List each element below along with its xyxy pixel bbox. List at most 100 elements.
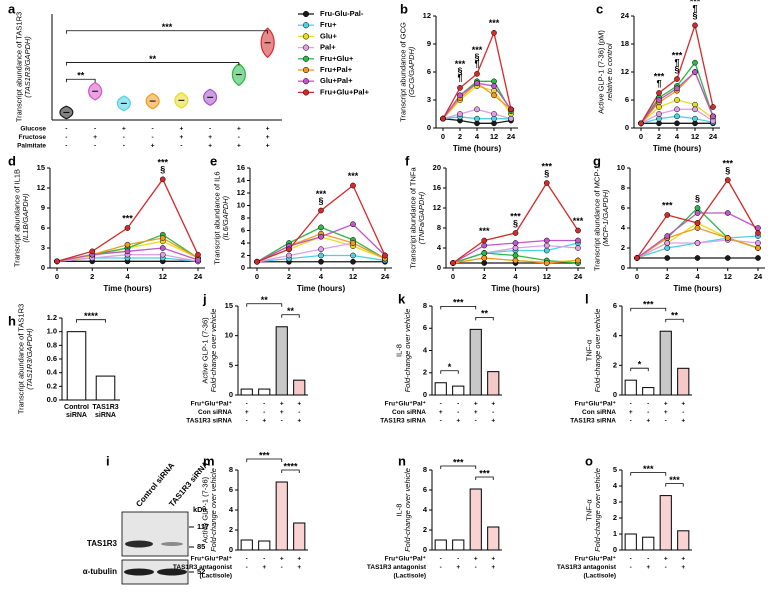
y-axis-label: Transcript abundance of MCP-1 [592, 165, 601, 271]
panel-label: a [8, 1, 16, 16]
condition-label: TAS1R3 antagonist [367, 564, 427, 571]
annotation: § [318, 196, 323, 206]
data-point [512, 230, 519, 236]
bar [275, 326, 288, 396]
y-tick-label: 6 [229, 485, 233, 494]
data-point [491, 83, 497, 89]
y-axis-label: (MCP-1/GAPDH) [601, 189, 610, 247]
y-tick-label: 5 [613, 465, 617, 474]
bar [240, 388, 253, 396]
condition-label: Fru⁺Glu⁺Pal⁺ [191, 556, 233, 563]
condition-label: (Lactisole) [583, 573, 616, 580]
y-tick-label: 10 [237, 200, 245, 209]
y-tick-label: 2 [229, 525, 233, 534]
marker-label: 85 [197, 542, 205, 551]
condition-mark: + [280, 401, 284, 408]
data-point [575, 227, 581, 234]
y-tick-label: 4 [423, 505, 428, 514]
y-tick-label: 12 [621, 67, 629, 76]
condition-mark: + [262, 564, 266, 571]
y-axis-label: (IL6/GAPDH) [221, 195, 230, 240]
y-axis-label: Active GLP-1 (7-36) [200, 317, 209, 384]
condition-mark: + [456, 564, 460, 571]
y-axis-label: Fold-change over vehicle [593, 309, 602, 393]
y-tick-label: 1 [613, 529, 617, 538]
data-point [543, 247, 550, 254]
significance-label: *** [162, 22, 173, 32]
condition-mark: - [152, 126, 154, 133]
significance-label: *** [453, 298, 464, 308]
data-point [692, 115, 698, 122]
annotation: *** [722, 158, 733, 168]
condition-mark: + [491, 418, 495, 425]
panel-label: j [202, 291, 207, 306]
x-tick-label: 2 [657, 132, 661, 141]
bar [487, 526, 500, 551]
legend-marker [302, 10, 310, 18]
x-tick-label: 2 [482, 272, 486, 281]
condition-mark: + [297, 556, 301, 563]
data-point [457, 111, 463, 117]
y-tick-label: 24 [621, 11, 630, 20]
significance-bracket [246, 458, 283, 462]
y-axis-label: Transcript abundance of TAS1R3 [16, 304, 25, 414]
bar [434, 382, 447, 396]
x-tick-label: 24 [507, 132, 516, 141]
condition-label: Palmitate [17, 143, 46, 150]
y-tick-label: 2 [423, 525, 427, 534]
panel-label: f [405, 153, 410, 168]
condition-label: Glucose [20, 126, 46, 133]
condition-mark: - [246, 401, 248, 408]
condition-mark: + [208, 143, 212, 150]
data-point [159, 176, 166, 183]
series-line [442, 85, 512, 120]
y-tick-label: 16 [433, 183, 441, 192]
significance-bracket [65, 62, 240, 66]
y-tick-label: 9 [41, 203, 45, 212]
annotation: § [674, 64, 679, 74]
panel-label: d [8, 153, 16, 168]
annotation: ¶ [656, 78, 661, 88]
condition-mark: + [280, 409, 284, 416]
annotation: *** [573, 216, 584, 226]
condition-mark: - [298, 409, 300, 416]
legend-marker [302, 89, 310, 96]
condition-mark: + [491, 564, 495, 571]
y-tick-label: 0 [625, 123, 629, 132]
condition-mark: - [630, 556, 632, 563]
data-point [457, 92, 463, 99]
significance-label: ** [77, 71, 85, 81]
legend-marker [302, 55, 310, 62]
significance-bracket [76, 319, 106, 323]
condition-mark: - [630, 418, 632, 425]
y-axis-label: (TAS1R3/GAPDH) [23, 36, 32, 98]
legend-marker [302, 78, 310, 85]
x-axis-label: Time (hours) [653, 144, 702, 153]
condition-mark: + [297, 564, 301, 571]
data-point [755, 255, 761, 261]
y-tick-label: 6 [427, 67, 431, 76]
data-point [54, 258, 60, 265]
data-point [543, 242, 550, 249]
data-point [664, 255, 671, 261]
x-tick-label-box: TAS1R3 siRNA [92, 404, 118, 419]
unit-label: kDa [193, 505, 208, 514]
panel-label: o [585, 453, 593, 468]
y-tick-label: 1.0 [47, 327, 57, 336]
band [124, 568, 154, 576]
annotation: *** [122, 213, 133, 223]
condition-mark: + [664, 556, 668, 563]
y-axis-label: Fold-change over vehicle [403, 309, 412, 393]
x-tick-label: 0 [55, 272, 59, 281]
condition-mark: + [681, 401, 685, 408]
y-axis-label: IL-8 [394, 344, 403, 357]
data-point [159, 245, 166, 251]
data-point [575, 237, 581, 244]
condition-mark: + [474, 409, 478, 416]
annotation: *** [690, 0, 701, 7]
x-axis-label: Time (hours) [103, 284, 152, 293]
data-point [674, 120, 680, 127]
bar [642, 387, 655, 396]
condition-mark: + [681, 556, 685, 563]
x-axis-label: Time (hours) [491, 284, 540, 293]
